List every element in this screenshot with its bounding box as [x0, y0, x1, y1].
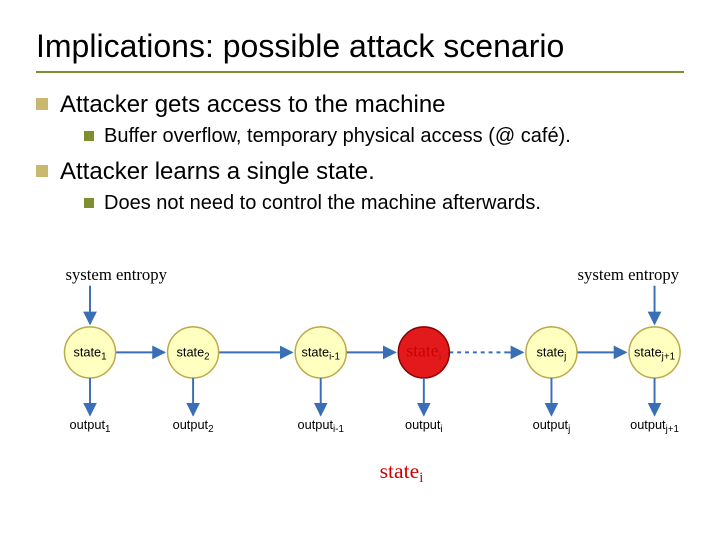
square-bullet-icon-small	[84, 131, 94, 141]
slide: Implications: possible attack scenario A…	[0, 0, 720, 540]
bullet-l1: Attacker learns a single state.	[36, 158, 684, 186]
svg-text:outputj: outputj	[533, 417, 571, 435]
svg-text:output2: output2	[173, 417, 214, 435]
slide-title: Implications: possible attack scenario	[36, 28, 684, 65]
svg-text:statei: statei	[406, 340, 441, 362]
svg-text:system entropy: system entropy	[578, 265, 680, 284]
svg-text:outputj+1: outputj+1	[630, 417, 679, 435]
compromised-caption: statei	[380, 459, 424, 486]
svg-text:outputi-1: outputi-1	[298, 417, 344, 435]
bullet-list: Attacker gets access to the machine Buffe…	[36, 91, 684, 215]
bullet-text: Buffer overflow, temporary physical acce…	[104, 125, 571, 148]
bullet-l1: Attacker gets access to the machine	[36, 91, 684, 119]
square-bullet-icon-small	[84, 198, 94, 208]
bullet-text: Does not need to control the machine aft…	[104, 192, 541, 215]
svg-text:output1: output1	[70, 417, 111, 435]
bullet-l2: Does not need to control the machine aft…	[84, 192, 684, 215]
svg-text:system entropy: system entropy	[65, 265, 167, 284]
square-bullet-icon	[36, 165, 48, 177]
svg-text:outputi: outputi	[405, 417, 443, 435]
state-diagram: system entropysystem entropy state1state…	[36, 260, 684, 490]
title-rule	[36, 71, 684, 73]
bullet-text: Attacker gets access to the machine	[60, 91, 446, 119]
bullet-l2: Buffer overflow, temporary physical acce…	[84, 125, 684, 148]
bullet-text: Attacker learns a single state.	[60, 158, 375, 186]
square-bullet-icon	[36, 98, 48, 110]
